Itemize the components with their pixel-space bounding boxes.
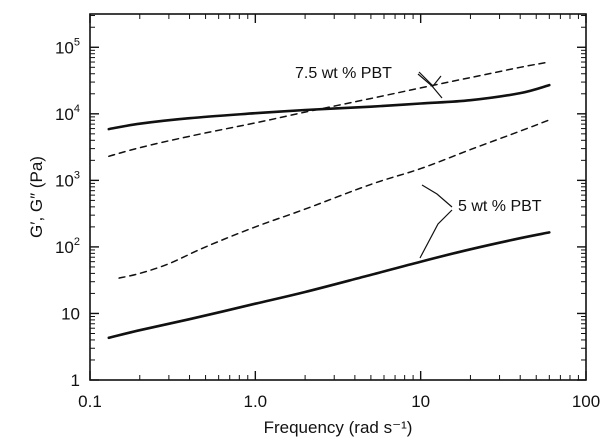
annotations-layer: 7.5 wt % PBT 5 wt % PBT (295, 65, 542, 259)
annotation-5-pbt: 5 wt % PBT (458, 198, 542, 215)
series-line-7-5-wt-pbtgdoubleprime (108, 61, 551, 158)
x-tick-label: 0.1 (78, 392, 102, 411)
x-tick-label: 10 (411, 392, 430, 411)
x-axis-title: Frequency (rad s⁻¹) (264, 418, 413, 437)
leader-5-pbt-gprime (419, 209, 453, 259)
leader-5-pbt-gdoubleprime (421, 184, 453, 208)
y-tick-exponent: 2 (74, 236, 80, 248)
y-tick-exponent: 5 (74, 36, 80, 48)
y-tick-label: 1 (71, 371, 80, 390)
plot-frame (89, 13, 587, 381)
y-tick-base: 10 (55, 238, 74, 257)
y-tick-base: 10 (55, 105, 74, 124)
leader-7-5-pbt-gdoubleprime (418, 71, 442, 87)
series-layer (107, 61, 551, 340)
y-tick-base: 1 (71, 371, 80, 390)
y-tick-exponent: 4 (74, 103, 80, 115)
y-tick-base: 10 (55, 38, 74, 57)
y-tick-label: 102 (55, 236, 80, 257)
y-tick-label: 10 (61, 304, 80, 323)
y-tick-base: 10 (55, 171, 74, 190)
series-line-5-wt-pbtgprime (107, 231, 551, 340)
y-tick-label: 104 (55, 103, 80, 124)
x-tick-label: 100 (572, 392, 600, 411)
annotation-7-5-pbt: 7.5 wt % PBT (295, 65, 392, 82)
series-line-5-wt-pbtgdoubleprime (118, 119, 551, 279)
y-tick-label: 103 (55, 169, 80, 190)
y-axis-title: G′, G″ (Pa) (27, 156, 46, 238)
leader-7-5-pbt-gprime (417, 73, 443, 99)
y-tick-exponent: 3 (74, 169, 80, 181)
y-tick-base: 10 (61, 304, 80, 323)
y-tick-label: 105 (55, 36, 80, 57)
x-tick-label: 1.0 (244, 392, 268, 411)
series-line-7-5-wt-pbtgprime (107, 83, 551, 131)
